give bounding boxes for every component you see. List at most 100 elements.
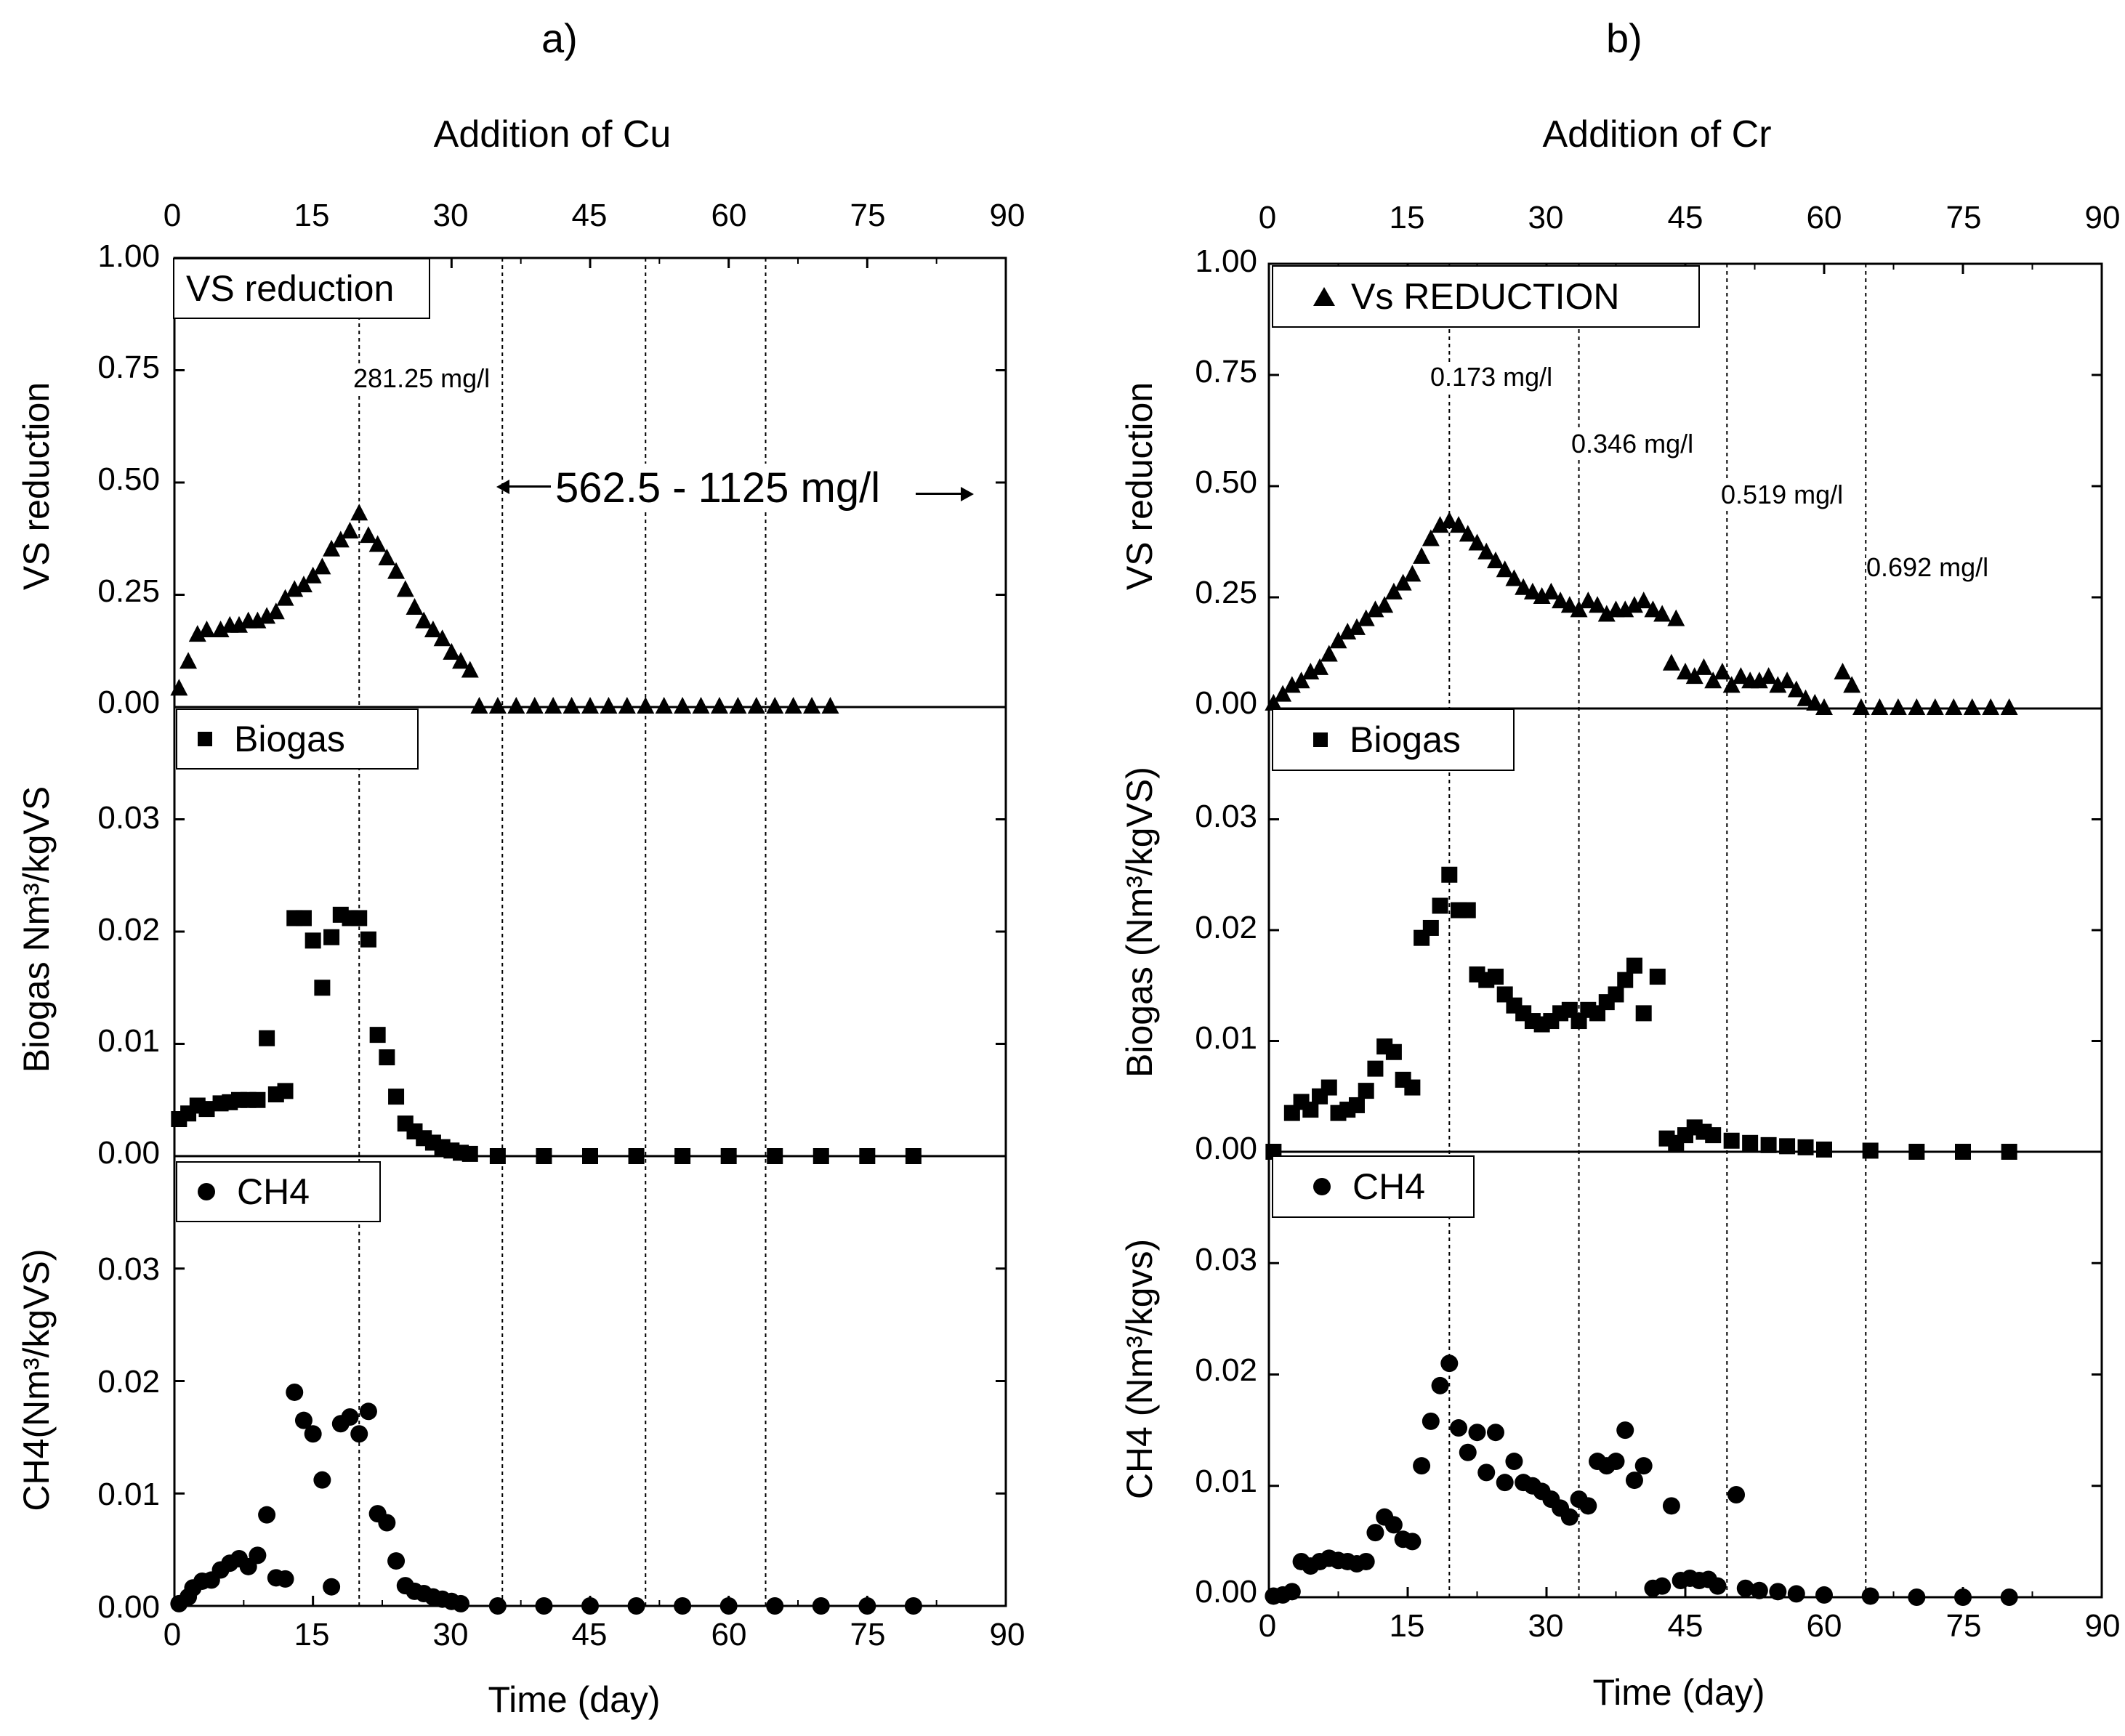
- panel-b-top-tick: 75: [1945, 200, 1982, 235]
- panel-b-biogas-legend-label: Biogas: [1350, 719, 1461, 760]
- panel-a-ch4-y-tick: 0.01: [97, 1477, 160, 1512]
- panel-a-vs-legend-label: VS reduction: [186, 268, 395, 309]
- panel-a-top-title: Addition of Cu: [433, 113, 672, 156]
- panel-a-ch4-point: [766, 1597, 784, 1615]
- panel-b-biogas-point: [1302, 1102, 1319, 1118]
- panel-a-vs-point: [461, 661, 479, 678]
- panel-a-vs-point: [692, 697, 710, 714]
- panel-a-ch4-point: [313, 1471, 331, 1489]
- panel-a-bottom-tick: 60: [711, 1617, 747, 1652]
- panel-a-vs-y-tick: 0.75: [97, 350, 160, 385]
- panel-b-biogas-point: [1816, 1141, 1832, 1158]
- panel-b-ch4-point: [1422, 1412, 1440, 1430]
- panel-a-vs-point: [766, 697, 784, 714]
- panel-b-vs-point: [1787, 680, 1805, 698]
- panel-a-biogas-point: [489, 1148, 506, 1164]
- panel-b-vs-point: [1852, 698, 1870, 715]
- panel-b-biogas-point: [1404, 1079, 1421, 1096]
- panel-a-vs-legend: VS reduction: [173, 258, 430, 319]
- panel-b-vs-point: [1889, 698, 1907, 715]
- circle-marker-icon: [1313, 1178, 1331, 1195]
- panel-a-top-tick: 45: [571, 198, 608, 233]
- panel-b-ch4-point: [1769, 1583, 1787, 1601]
- panel-b-ch4-y-tick: 0.00: [1195, 1574, 1257, 1610]
- panel-b-vs-point: [1769, 676, 1787, 693]
- panel-b-vs-y-tick: 1.00: [1195, 243, 1257, 279]
- panel-a-biogas-point: [305, 932, 321, 949]
- panel-b-ch4-point: [1579, 1497, 1597, 1515]
- panel-b-vs-point: [1797, 689, 1815, 706]
- panel-b-vs-point: [1413, 546, 1431, 564]
- panel-b-vs-point: [1926, 698, 1944, 715]
- panel-a-vs-point: [470, 697, 488, 714]
- panel-a-vs-point: [507, 697, 525, 714]
- panel-b-vs-point: [1871, 698, 1889, 715]
- panel-a-ch4-y-tick: 0.00: [97, 1589, 160, 1625]
- panel-b-ch4-point: [1736, 1579, 1754, 1597]
- panel-b-vs-point: [1589, 596, 1607, 613]
- panel-b-vs-point: [1283, 676, 1301, 693]
- panel-b-vs-point: [1634, 592, 1653, 609]
- panel-b-vs-legend-label: Vs REDUCTION: [1351, 276, 1620, 317]
- panel-b-biogas-y-tick: 0.00: [1195, 1131, 1257, 1166]
- panel-b-vs-point: [1274, 685, 1292, 702]
- panel-b-ch4-legend-label: CH4: [1352, 1166, 1426, 1207]
- panel-b-vs-point: [1908, 698, 1926, 715]
- panel-a-vs-point: [323, 539, 341, 557]
- panel-b-bottom-tick: 45: [1667, 1608, 1703, 1644]
- panel-a-biogas-point: [767, 1148, 783, 1164]
- panel-b-vs-point: [1815, 698, 1833, 715]
- panel-a-biogas-y-tick: 0.01: [97, 1023, 160, 1059]
- panel-a-top-tick: 15: [294, 198, 330, 233]
- panel-b-vs-point: [1515, 578, 1533, 595]
- panel-a-frame: [173, 257, 1007, 1607]
- panel-b-bottom-tick: 75: [1945, 1608, 1982, 1644]
- panel-a-biogas-point: [812, 1148, 829, 1164]
- panel-b-ch4-point: [1727, 1486, 1746, 1504]
- panel-a-ch4-legend: CH4: [176, 1161, 381, 1222]
- panel-b-biogas-point: [1797, 1139, 1814, 1155]
- panel-a-vs-y-tick: 1.00: [97, 238, 160, 274]
- panel-b-biogas-point: [1908, 1144, 1925, 1160]
- panel-a-ch4-point: [904, 1597, 922, 1615]
- panel-a-ch4-point: [350, 1425, 368, 1443]
- panel-b-biogas-point: [1367, 1060, 1384, 1077]
- panel-b-ch4-y-tick: 0.02: [1195, 1352, 1257, 1388]
- panel-b-ch4-point: [1431, 1376, 1449, 1394]
- panel-b-ch4-point: [1505, 1453, 1523, 1471]
- panel-b-biogas-legend: Biogas: [1272, 708, 1515, 771]
- panel-b-bottom-tick: 15: [1389, 1608, 1425, 1644]
- panel-a-ch4-y-tick: 0.02: [97, 1364, 160, 1400]
- panel-b-vs-y-tick: 0.00: [1195, 685, 1257, 721]
- panel-a-vs-point: [406, 598, 424, 615]
- panel-a-vs-point: [198, 620, 216, 637]
- right-arrowhead-icon: [961, 487, 974, 501]
- panel-a-vs-point: [544, 697, 562, 714]
- panel-b-ch4-point: [1459, 1443, 1477, 1461]
- panel-b-vs-point: [2000, 698, 2018, 715]
- panel-b-ch4-y-tick: 0.01: [1195, 1464, 1257, 1499]
- panel-a-vs-point: [350, 504, 368, 521]
- figure-label-b: b): [1606, 15, 1642, 61]
- panel-b-bottom-tick: 90: [2084, 1608, 2121, 1644]
- panel-b-biogas-point: [1432, 897, 1448, 914]
- panel-b-vs-point: [1339, 622, 1357, 639]
- panel-b-vs-point: [1625, 596, 1643, 613]
- panel-b-vs-point: [1403, 565, 1422, 582]
- panel-a-ch4-point: [488, 1597, 507, 1615]
- panel-a-vs-point: [452, 652, 470, 669]
- left-arrow-icon: [500, 485, 551, 488]
- panel-b-annotation-0519: 0.519 mg/l: [1721, 480, 1844, 510]
- panel-b-vs-point: [1552, 592, 1570, 609]
- panel-b-vs-point: [1311, 658, 1329, 675]
- panel-a-biogas-point: [536, 1148, 552, 1164]
- square-marker-icon: [198, 732, 212, 746]
- panel-a-vs-point: [170, 679, 188, 696]
- panel-a-vs-point: [600, 697, 618, 714]
- panel-a-annotation-range: 562.5 - 1125 mg/l: [552, 464, 884, 512]
- panel-b-top-tick: 45: [1667, 200, 1703, 235]
- panel-b-top-tick: 90: [2084, 200, 2121, 235]
- panel-a-ch4-point: [452, 1594, 470, 1612]
- square-marker-icon: [1313, 732, 1328, 747]
- panel-b-ch4-point: [1787, 1585, 1805, 1603]
